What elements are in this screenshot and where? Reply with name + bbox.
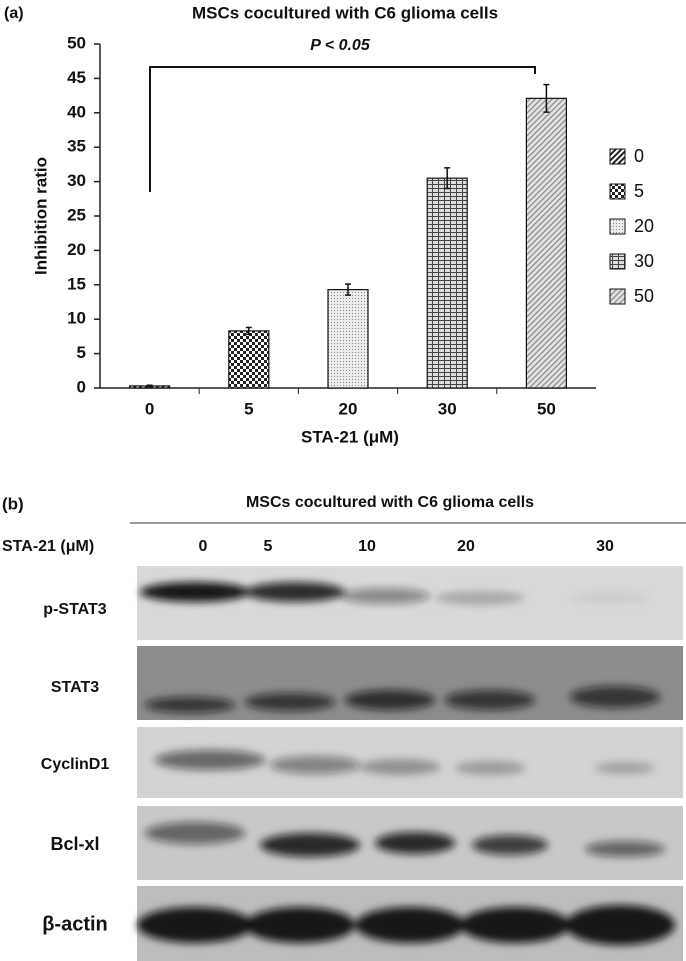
- y-tick-label: 45: [67, 68, 86, 87]
- y-tick-label: 5: [77, 343, 86, 362]
- y-tick-label: 30: [67, 171, 86, 190]
- blot-strips: [137, 566, 683, 961]
- bar: [228, 330, 270, 389]
- significance-bracket: [149, 66, 536, 192]
- legend-label: 0: [634, 146, 644, 166]
- x-tick-label: 30: [438, 399, 457, 418]
- error-bar: [245, 326, 252, 336]
- legend-swatch: [609, 183, 626, 200]
- bar: [327, 289, 369, 389]
- x-tick-label: 0: [145, 399, 154, 418]
- dose: 30: [596, 538, 614, 555]
- row-label: p-STAT3: [43, 601, 107, 618]
- plot: 0 5 10 15 20 25 30 35 40 45 50 0 0 5 5 20 20 30 30 50 50: [67, 33, 654, 418]
- panel-label: (b): [2, 494, 24, 513]
- y-tick-label: 20: [67, 240, 86, 259]
- error-bar: [146, 384, 153, 388]
- legend-label: 30: [634, 251, 654, 271]
- blot-title: MSCs cocultured with C6 glioma cells: [246, 494, 534, 511]
- legend-swatch: [609, 148, 626, 165]
- row-label: STAT3: [51, 679, 99, 696]
- dose: 5: [264, 538, 273, 555]
- row-label: β-actin: [42, 913, 108, 935]
- bar: [525, 97, 568, 389]
- legend-label: 20: [634, 216, 654, 236]
- chart-title: MSCs cocultured with C6 glioma cells: [192, 3, 498, 22]
- dose-label: STA-21 (μM): [2, 538, 94, 555]
- y-tick-label: 10: [67, 309, 86, 328]
- legend-swatch: [609, 218, 626, 235]
- dose: 10: [358, 538, 376, 555]
- error-bar: [444, 167, 451, 190]
- dose: 0: [199, 538, 208, 555]
- y-tick-label: 40: [67, 102, 86, 121]
- row-label: Bcl-xl: [50, 834, 99, 854]
- error-bar: [543, 83, 550, 113]
- legend-label: 5: [634, 181, 644, 201]
- y-tick-label: 15: [67, 274, 86, 293]
- dose: 20: [457, 538, 475, 555]
- x-tick-label: 20: [339, 399, 358, 418]
- x-tick-label: 5: [244, 399, 253, 418]
- error-bar: [345, 283, 351, 296]
- y-axis-label: Inhibition ratio: [31, 157, 50, 275]
- y-tick-label: 25: [67, 205, 86, 224]
- legend-swatch: [609, 253, 626, 270]
- row-label: CyclinD1: [41, 756, 110, 773]
- y-tick-label: 0: [77, 377, 86, 396]
- panel-label: (a): [4, 5, 24, 22]
- y-tick-label: 35: [67, 137, 86, 156]
- y-tick-label: 50: [67, 33, 86, 52]
- bar: [426, 177, 468, 389]
- annotation: P < 0.05: [310, 37, 371, 54]
- x-tick-label: 50: [537, 399, 556, 418]
- legend-label: 50: [634, 286, 654, 306]
- legend-swatch: [609, 288, 626, 305]
- x-axis-label: STA-21 (μM): [301, 427, 399, 446]
